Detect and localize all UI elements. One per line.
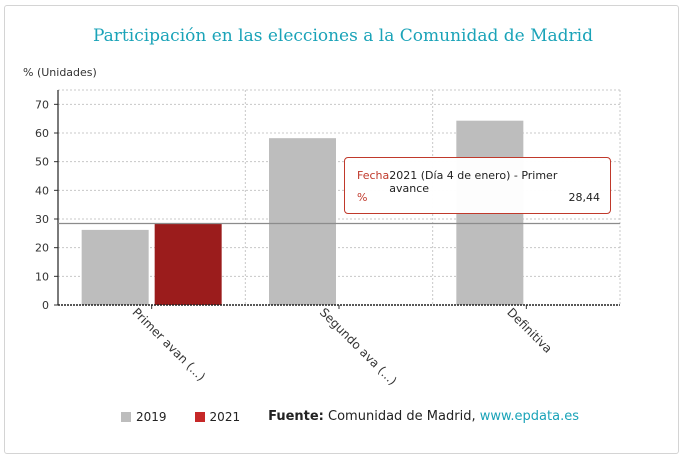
y-tick-label: 60 [35,127,49,140]
legend-label-2021: 2021 [209,409,241,424]
tooltip-key-date: Fecha [357,169,390,182]
y-tick-label: 0 [42,299,49,312]
tooltip-value-percent: 28,44 [568,191,601,204]
legend-item-2019[interactable]: 2019 [121,410,167,424]
y-tick-label: 50 [35,156,49,169]
legend-item-2021[interactable]: 2021 [194,409,241,424]
y-tick-label: 20 [35,242,49,255]
tooltip: Fecha 2021 (Día 4 de enero) - Primer ava… [344,157,611,214]
chart-title: Participación en las elecciones a la Com… [93,26,593,46]
y-axis-unit-label: % (Unidades) [23,66,97,79]
source-note: Fuente: Comunidad de Madrid, www.epdata.… [268,409,579,424]
tooltip-value-date: 2021 (Día 4 de enero) - Primer avance [389,169,558,195]
x-tick-label: Segundo ava (...) [317,305,400,388]
tooltip-key-percent: % [357,191,368,204]
y-tick-label: 70 [35,98,49,111]
x-tick-label: Definitiva [504,305,555,356]
source-label: Fuente: [268,409,324,424]
legend: 2019 2021 Fuente: Comunidad de Madrid, w… [121,409,579,424]
bar-2021-1 [154,223,222,305]
x-tick-label: Primer avan (...) [130,305,209,384]
legend-swatch-2021 [194,411,205,422]
legend-label-2019: 2019 [136,409,167,424]
y-tick-label: 10 [35,270,49,283]
source-text: Comunidad de Madrid, [328,409,476,424]
y-tick-label: 30 [35,213,49,226]
bar-2019-1 [81,229,149,305]
source-link[interactable]: www.epdata.es [479,409,579,424]
bar-2019-2 [269,138,336,305]
legend-swatch-2019 [121,411,131,422]
y-tick-label: 40 [35,184,49,197]
chart-card [4,5,679,454]
